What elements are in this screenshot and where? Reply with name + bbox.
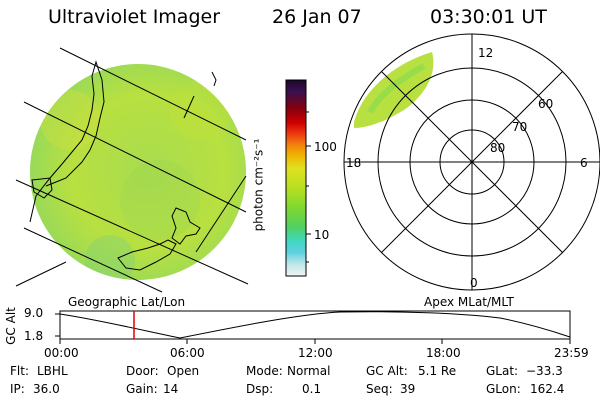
timeline-xtick-label: 18:00 bbox=[426, 346, 461, 360]
timeline-ylabel: GC Alt bbox=[3, 307, 18, 345]
footer-glat-key: GLat: bbox=[486, 364, 519, 378]
new-zealand-south-coastline bbox=[117, 239, 177, 271]
footer-door-value: Open bbox=[167, 364, 200, 378]
footer-ip-key: IP: bbox=[10, 382, 25, 396]
footer-flt-value: LBHL bbox=[37, 364, 68, 378]
footer-glon-key: GLon: bbox=[486, 382, 521, 396]
lat-line-3 bbox=[15, 179, 249, 285]
lat-label-80: 80 bbox=[490, 141, 506, 155]
geographic-map bbox=[15, 47, 249, 293]
lat-line-2 bbox=[23, 101, 247, 213]
footer-gain-key: Gain: bbox=[126, 382, 158, 396]
map-projection-label: Geographic Lat/Lon bbox=[68, 295, 186, 309]
colorbar-tick-label: 10 bbox=[314, 228, 330, 242]
polar-diag-2 bbox=[381, 71, 563, 253]
timeline-xtick-label: 06:00 bbox=[170, 346, 205, 360]
timeline-ytick-label: 1.8 bbox=[24, 329, 44, 343]
new-zealand-north-coastline bbox=[171, 207, 201, 245]
colorbar-unit-label: photon cm⁻²s⁻¹ bbox=[251, 138, 266, 232]
australia-coastline bbox=[29, 60, 105, 223]
footer-seq-value: 39 bbox=[400, 382, 416, 396]
footer-door-key: Door: bbox=[126, 364, 159, 378]
lat-line-4 bbox=[23, 227, 163, 293]
footer-gcalt-value: 5.1 Re bbox=[418, 364, 457, 378]
footer-dsp-value: 0.1 bbox=[302, 382, 322, 396]
lat-line-1 bbox=[59, 47, 247, 141]
polar-projection-label: Apex MLat/MLT bbox=[424, 295, 514, 309]
footer-mode-key: Mode: bbox=[246, 364, 283, 378]
observation-time: 03:30:01 UT bbox=[430, 6, 547, 28]
mlt-label-12: 12 bbox=[478, 46, 494, 60]
mlt-label-18: 18 bbox=[346, 156, 362, 170]
footer-flt-key: Flt: bbox=[10, 364, 29, 378]
timeline-xtick-label: 23:59 bbox=[554, 346, 589, 360]
timeline-xtick-label: 12:00 bbox=[298, 346, 333, 360]
footer-gain-value: 14 bbox=[163, 382, 179, 396]
lon-line-2 bbox=[183, 95, 195, 119]
altitude-timeline bbox=[55, 310, 571, 344]
footer-dsp-key: Dsp: bbox=[246, 382, 274, 396]
footer-glat-value: −33.3 bbox=[526, 364, 563, 378]
footer-mode-value: Normal bbox=[287, 364, 331, 378]
mlt-label-0: 0 bbox=[470, 276, 478, 290]
observation-date: 26 Jan 07 bbox=[272, 6, 362, 28]
lon-line-1 bbox=[15, 261, 67, 287]
footer-ip-value: 36.0 bbox=[33, 382, 60, 396]
colorbar-tick-label: 100 bbox=[314, 140, 337, 154]
timeline-frame bbox=[59, 310, 571, 340]
polar-plot bbox=[343, 33, 600, 291]
instrument-title: Ultraviolet Imager bbox=[48, 6, 221, 28]
colorbar bbox=[285, 79, 311, 277]
timeline-ytick-label: 9.0 bbox=[24, 306, 44, 320]
lat-label-70: 70 bbox=[512, 120, 528, 134]
altitude-curve bbox=[59, 311, 571, 339]
mlt-label-6: 6 bbox=[580, 156, 588, 170]
footer-seq-key: Seq: bbox=[366, 382, 393, 396]
lon-line-3 bbox=[195, 175, 247, 253]
footer-glon-value: 162.4 bbox=[530, 382, 565, 396]
small-island bbox=[211, 71, 217, 87]
colorbar-rect bbox=[285, 79, 307, 277]
lat-label-60: 60 bbox=[538, 97, 554, 111]
aurora-region bbox=[354, 52, 434, 128]
timeline-xtick-label: 00:00 bbox=[44, 346, 79, 360]
footer-gcalt-key: GC Alt: bbox=[366, 364, 408, 378]
